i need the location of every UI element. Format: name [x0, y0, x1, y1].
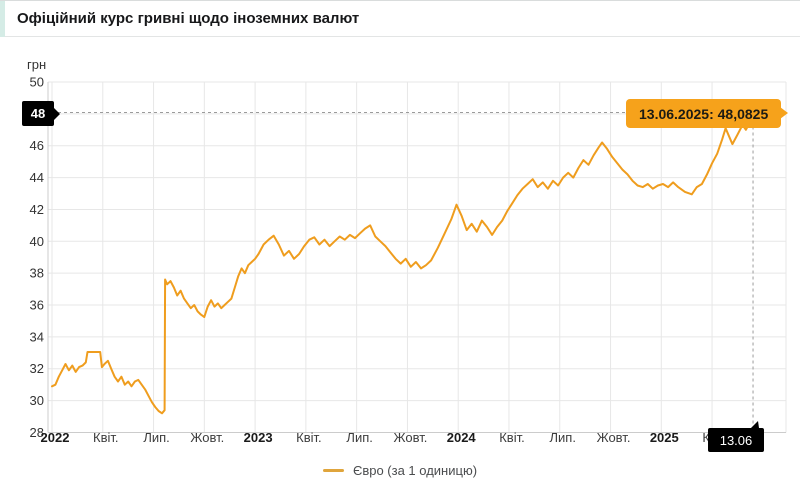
axes [47, 82, 786, 433]
svg-text:Лип.: Лип. [346, 430, 372, 445]
crosshair-lines [58, 112, 754, 428]
svg-text:42: 42 [30, 202, 44, 217]
svg-text:2025: 2025 [650, 430, 679, 445]
svg-text:50: 50 [30, 75, 44, 90]
svg-text:2024: 2024 [447, 430, 477, 445]
svg-text:40: 40 [30, 234, 44, 249]
chart-tooltip: 13.06.2025: 48,0825 [626, 99, 789, 128]
svg-text:Жовт.: Жовт. [190, 430, 224, 445]
svg-text:2023: 2023 [244, 430, 273, 445]
crosshair-x-badge: 13.06 [708, 421, 764, 452]
legend-item-euro[interactable]: Євро (за 1 одиницю) [0, 458, 800, 482]
series-line-euro [51, 111, 754, 415]
svg-text:28: 28 [30, 425, 44, 440]
x-axis-labels: 2022 Квіт. Лип. Жовт. 2023 Квіт. Лип. Жовт. 2024… [41, 430, 728, 445]
svg-text:Лип.: Лип. [143, 430, 169, 445]
y-axis-labels: 283032343638404244464850 [30, 75, 44, 440]
svg-text:Квіт.: Квіт. [296, 430, 322, 445]
svg-text:46: 46 [30, 138, 44, 153]
crosshair-y-badge: 48 [22, 101, 60, 126]
legend-line-marker [322, 468, 344, 472]
svg-text:38: 38 [30, 266, 44, 281]
svg-text:30: 30 [30, 393, 44, 408]
svg-text:Квіт.: Квіт. [499, 430, 525, 445]
svg-text:32: 32 [30, 361, 44, 376]
page-title: Офіційний курс гривні щодо іноземних вал… [17, 10, 360, 27]
svg-text:34: 34 [30, 329, 44, 344]
header-accent-bar [0, 1, 5, 37]
svg-text:Лип.: Лип. [550, 430, 576, 445]
y-axis-unit-label: грн [27, 57, 47, 72]
svg-text:2022: 2022 [41, 430, 70, 445]
legend-label: Євро (за 1 одиницю) [352, 462, 478, 478]
svg-text:Жовт.: Жовт. [597, 430, 631, 445]
card-header: Офіційний курс гривні щодо іноземних вал… [0, 0, 800, 37]
svg-text:Квіт.: Квіт. [93, 430, 119, 445]
grid-lines [48, 81, 787, 433]
svg-text:36: 36 [30, 298, 44, 313]
svg-text:44: 44 [30, 170, 44, 185]
svg-text:Жовт.: Жовт. [394, 430, 428, 445]
